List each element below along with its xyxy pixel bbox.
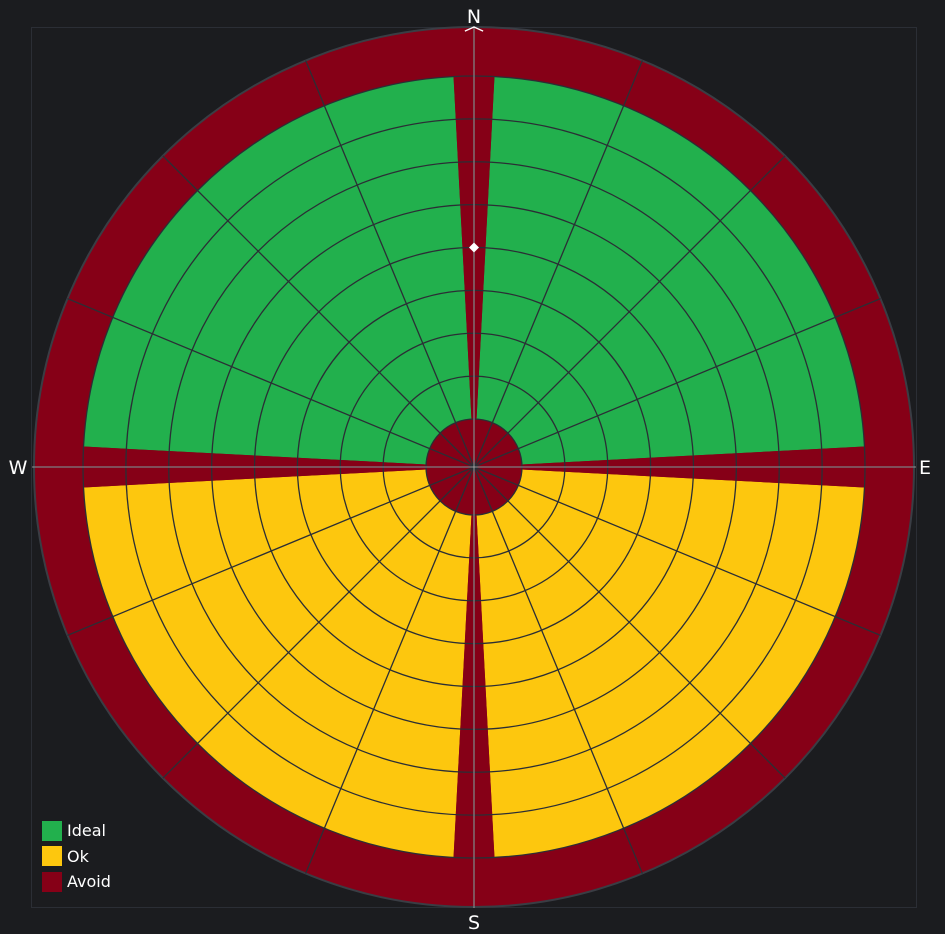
marker-diamond-icon: [469, 242, 479, 253]
compass-south-label: S: [468, 912, 480, 934]
spoke-14: [162, 155, 475, 468]
north-caret-icon: [464, 26, 484, 32]
spoke-3: [473, 298, 881, 468]
legend: Ideal Ok Avoid: [42, 818, 111, 895]
spoke-15: [305, 60, 475, 468]
legend-item-avoid: Avoid: [42, 869, 111, 895]
legend-swatch-avoid: [42, 871, 62, 892]
legend-item-ok: Ok: [42, 844, 111, 870]
spoke-1: [473, 60, 643, 468]
spoke-13: [67, 298, 475, 468]
compass-east-label: E: [919, 457, 931, 479]
position-marker: [469, 242, 479, 253]
spoke-9: [305, 466, 475, 874]
spoke-10: [162, 466, 475, 779]
radial-spokes: [34, 27, 914, 907]
spoke-2: [473, 155, 786, 468]
compass-north-label: N: [467, 6, 481, 28]
legend-swatch-ideal: [42, 820, 62, 841]
compass-west-label: W: [9, 457, 28, 479]
spoke-7: [473, 466, 643, 874]
compass-axes: [32, 26, 916, 908]
legend-label-avoid: Avoid: [67, 872, 111, 892]
spoke-5: [473, 466, 881, 636]
legend-label-ok: Ok: [67, 846, 89, 866]
legend-item-ideal: Ideal: [42, 818, 111, 844]
legend-swatch-ok: [42, 846, 62, 867]
spoke-11: [67, 466, 475, 636]
spoke-6: [473, 466, 786, 779]
legend-label-ideal: Ideal: [67, 821, 106, 841]
